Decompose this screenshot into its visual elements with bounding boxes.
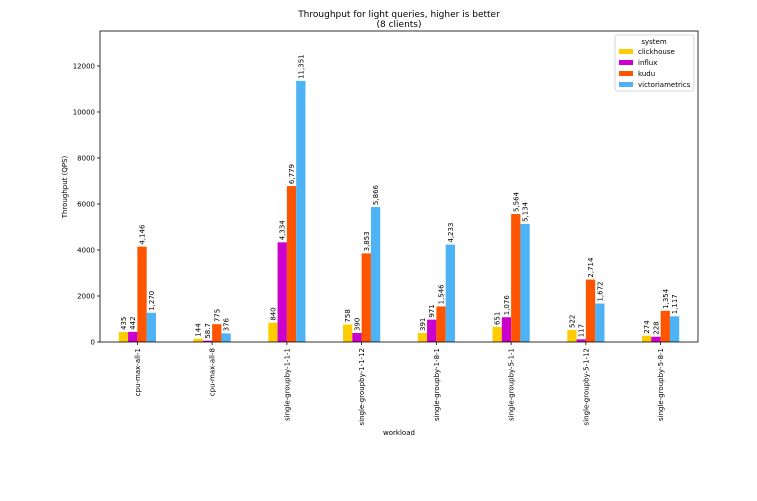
x-tick-label: cpu-max-all-8	[209, 348, 217, 396]
bar-clickhouse	[417, 333, 428, 342]
bar-influx	[576, 339, 586, 342]
x-tick-label: single-groupby-1-1-1	[283, 348, 291, 421]
plot-frame	[99, 30, 699, 343]
data-label: 775	[213, 309, 221, 322]
y-tick-label: 4000	[77, 246, 95, 254]
bar-clickhouse	[642, 335, 652, 342]
x-tick-label: cpu-max-all-1	[134, 348, 142, 396]
data-label: 228	[652, 321, 660, 334]
x-tick-label: single-groupby-1-8-1	[433, 348, 441, 421]
data-label: 58.7	[204, 323, 212, 339]
data-label: 117	[578, 324, 586, 337]
bar-kudu	[361, 253, 371, 342]
legend-title: system	[641, 38, 666, 46]
data-label: 1,546	[438, 284, 446, 305]
data-label: 11,351	[297, 54, 305, 79]
data-label: 376	[223, 317, 231, 331]
data-label: 1,270	[148, 291, 156, 311]
data-label: 4,146	[139, 224, 147, 245]
bar-victoriametrics	[445, 244, 455, 342]
bar-clickhouse	[567, 329, 577, 342]
y-tick-label: 10000	[73, 108, 95, 116]
data-label: 5,866	[372, 184, 380, 205]
y-tick-label: 8000	[77, 154, 95, 162]
y-axis-label: Throughput (QPS)	[61, 155, 69, 219]
data-label: 5,134	[522, 201, 530, 222]
bar-influx	[651, 336, 661, 342]
bar-clickhouse	[118, 331, 129, 342]
data-label: 4,334	[279, 220, 287, 241]
bar-kudu	[436, 306, 446, 342]
data-label: 971	[428, 304, 436, 317]
bar-victoriametrics	[669, 316, 680, 342]
bar-clickhouse	[268, 322, 278, 342]
bar-kudu	[212, 324, 222, 342]
x-tick-label: single-groupby-1-1-12	[358, 348, 366, 425]
bar-victoriametrics	[520, 223, 530, 342]
bar-kudu	[511, 214, 521, 342]
data-label: 4,233	[447, 223, 455, 243]
bar-influx	[427, 319, 437, 342]
bar-victoriametrics	[221, 333, 231, 342]
bar-kudu	[585, 279, 596, 342]
legend-label-clickhouse: clickhouse	[638, 48, 675, 56]
data-label: 1,076	[503, 295, 511, 316]
x-tick-label: single-groupby-5-1-1	[508, 348, 516, 421]
data-label: 758	[344, 309, 352, 322]
legend-box	[614, 34, 695, 92]
bar-influx	[277, 242, 287, 342]
x-tick-label: single-groupby-5-8-1	[657, 348, 665, 421]
bar-victoriametrics	[595, 303, 605, 342]
x-axis-label: workload	[383, 429, 415, 437]
bar-victoriametrics	[146, 312, 156, 342]
legend-swatch-clickhouse	[619, 49, 633, 54]
chart-subtitle: (8 clients)	[376, 20, 421, 30]
data-label: 1,117	[671, 294, 679, 314]
data-label: 391	[419, 318, 427, 331]
data-label: 435	[120, 317, 128, 330]
data-label: 144	[195, 323, 203, 337]
data-label: 3,853	[363, 231, 371, 251]
x-tick-label: single-groupby-5-1-12	[582, 348, 590, 425]
bar-clickhouse	[492, 327, 502, 342]
bar-victoriametrics	[296, 80, 306, 342]
data-label: 6,779	[288, 164, 296, 184]
data-label: 522	[568, 315, 576, 328]
bar-kudu	[137, 246, 147, 342]
data-label: 274	[643, 320, 651, 334]
y-tick-label: 6000	[77, 200, 95, 208]
chart-title: Throughput for light queries, higher is …	[297, 10, 500, 20]
y-tick-label: 0	[91, 339, 95, 347]
data-label: 2,714	[587, 257, 595, 278]
data-label: 840	[269, 307, 277, 320]
data-label: 5,564	[512, 191, 520, 212]
data-label: 390	[353, 318, 361, 331]
bar-influx	[501, 317, 512, 342]
bar-kudu	[286, 186, 297, 342]
legend-swatch-influx	[619, 60, 633, 65]
data-label: 1,672	[596, 281, 604, 301]
legend-label-victoriametrics: victoriametrics	[638, 81, 691, 89]
legend-swatch-victoriametrics	[619, 82, 633, 87]
bar-kudu	[660, 310, 670, 342]
bar-clickhouse	[343, 324, 353, 342]
legend-swatch-kudu	[619, 71, 633, 76]
data-label: 442	[129, 316, 137, 329]
bar-influx	[202, 340, 213, 342]
y-tick-label: 2000	[77, 292, 95, 300]
legend: system clickhouse influx kudu victoriametric…	[614, 34, 695, 92]
data-label: 651	[494, 312, 502, 325]
bar-influx	[128, 331, 138, 342]
data-label: 1,354	[662, 288, 670, 309]
legend-label-kudu: kudu	[638, 70, 655, 78]
y-tick-label: 12000	[73, 62, 95, 70]
bar-clickhouse	[193, 338, 203, 342]
bar-victoriametrics	[370, 207, 381, 342]
legend-label-influx: influx	[638, 59, 657, 67]
bar-influx	[352, 333, 362, 342]
